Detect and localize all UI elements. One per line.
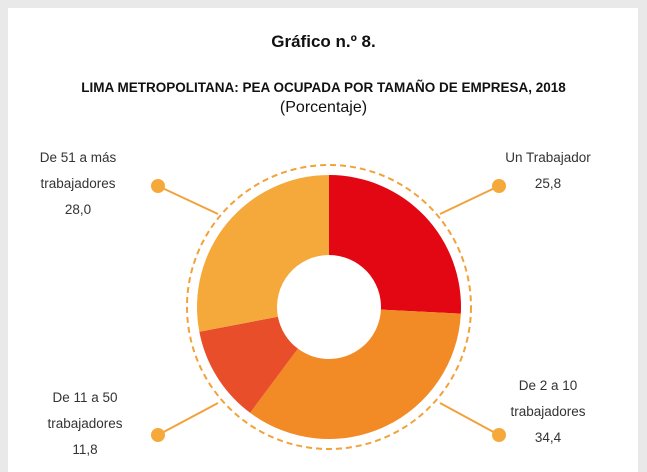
chart-title: Gráfico n.º 8. — [271, 32, 376, 51]
unit-label: (Porcentaje) — [279, 99, 368, 116]
donut-slice — [197, 175, 329, 332]
leader-line — [439, 402, 500, 436]
leader-line — [157, 185, 219, 215]
category-label: De 11 a 50 trabajadores — [47, 390, 123, 431]
leader-line — [439, 185, 500, 215]
category-label: De 2 a 10 trabajadores — [510, 378, 586, 419]
leader-line — [157, 402, 219, 436]
donut-slice — [329, 175, 461, 314]
category-label: Un Trabajador — [505, 150, 591, 165]
leader-dot — [151, 179, 165, 193]
chart-subtitle: LIMA METROPOLITANA: PEA OCUPADA POR TAMA… — [81, 80, 566, 95]
value-label: 34,4 — [534, 430, 562, 445]
dashed-ring — [186, 164, 472, 450]
donut-slice — [199, 316, 298, 413]
value-label: 25,8 — [534, 176, 562, 191]
category-label: De 51 a más trabajadores — [39, 150, 117, 191]
leader-dot — [492, 428, 506, 442]
donut-slice — [250, 309, 461, 439]
value-label: 28,0 — [64, 202, 92, 217]
value-label: 11,8 — [72, 442, 98, 457]
leader-dot — [151, 428, 165, 442]
leader-dot — [492, 179, 506, 193]
